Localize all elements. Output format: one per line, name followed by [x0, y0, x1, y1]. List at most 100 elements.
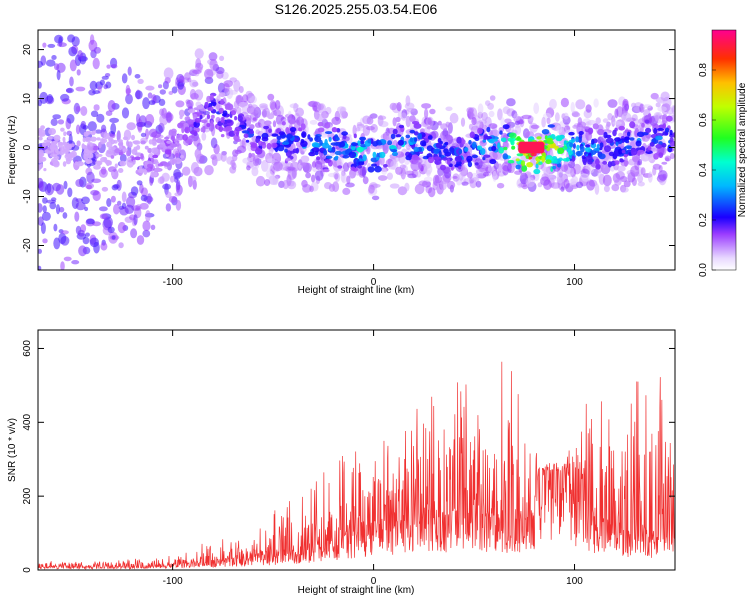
- heatmap-blob: [156, 138, 163, 144]
- heatmap-blob: [269, 100, 276, 110]
- heatmap-blob: [621, 187, 629, 193]
- heatmap-blob: [511, 145, 516, 150]
- heatmap-blob: [206, 114, 211, 120]
- heatmap-blob: [153, 159, 159, 164]
- heatmap-blob: [642, 104, 652, 109]
- heatmap-blob: [249, 104, 259, 116]
- heatmap-blob: [560, 97, 570, 108]
- top-y-tick-label: 20: [22, 44, 33, 56]
- heatmap-blob: [230, 159, 236, 167]
- heatmap-blob: [106, 149, 115, 155]
- heatmap-blob: [498, 147, 505, 154]
- heatmap-blob: [164, 136, 170, 140]
- heatmap-blob: [268, 128, 272, 133]
- heatmap-blob: [88, 89, 96, 96]
- bottom-axis-ticks: -100 0 100 0 200 400 600: [22, 330, 675, 587]
- heatmap-blob: [335, 155, 339, 160]
- heatmap-blob: [515, 137, 522, 141]
- heatmap-blob: [497, 142, 501, 149]
- heatmap-blob: [49, 201, 57, 210]
- heatmap-blob: [389, 183, 400, 189]
- heatmap-blob: [497, 163, 503, 173]
- top-x-tick-label: 0: [371, 277, 377, 288]
- heatmap-blob: [660, 91, 670, 102]
- heatmap-blob: [134, 90, 143, 100]
- top-plot-frame: [37, 29, 676, 271]
- heatmap-blob: [224, 103, 229, 110]
- heatmap-blob: [316, 156, 321, 161]
- heatmap-blob: [665, 115, 673, 122]
- heatmap-blob: [99, 206, 108, 212]
- heatmap-blob: [664, 155, 672, 162]
- top-y-tick-label: 0: [22, 144, 33, 150]
- heatmap-blob: [546, 117, 551, 125]
- heatmap-blob: [379, 155, 385, 166]
- heatmap-blob: [106, 162, 110, 167]
- heatmap-blob: [669, 152, 675, 160]
- heatmap-blob: [57, 119, 65, 125]
- heatmap-blob: [597, 128, 605, 136]
- heatmap-blob: [210, 120, 214, 127]
- heatmap-peak: [518, 141, 545, 154]
- heatmap-blob: [499, 130, 503, 135]
- heatmap-blob: [317, 103, 326, 114]
- heatmap-blob: [367, 138, 372, 144]
- top-y-tick-label: -10: [22, 189, 33, 204]
- heatmap-blob: [356, 122, 363, 127]
- bottom-x-tick-label: 0: [371, 576, 377, 587]
- heatmap-blob: [346, 175, 351, 185]
- heatmap-blob: [341, 131, 348, 136]
- heatmap-blob: [159, 142, 166, 148]
- heatmap-blob: [158, 84, 163, 89]
- heatmap-blob: [176, 133, 185, 141]
- heatmap-blob: [614, 179, 622, 186]
- heatmap-blob: [276, 135, 282, 141]
- heatmap-blob: [637, 174, 644, 183]
- heatmap-blob: [111, 184, 119, 191]
- heatmap-blob: [133, 140, 141, 145]
- heatmap-blob: [614, 108, 619, 119]
- heatmap-blob: [555, 135, 563, 142]
- heatmap-blob: [611, 115, 616, 127]
- heatmap-blob: [502, 124, 510, 130]
- heatmap-blob: [63, 256, 72, 262]
- heatmap-blob: [61, 230, 69, 235]
- heatmap-blob: [486, 126, 491, 133]
- heatmap-blob: [150, 224, 156, 230]
- colorbar-tick-label: 0.4: [698, 163, 709, 177]
- heatmap-blob: [211, 114, 215, 119]
- heatmap-blob: [96, 137, 101, 141]
- heatmap-blob: [96, 113, 105, 123]
- heatmap-blob: [621, 112, 632, 121]
- heatmap-blob: [521, 165, 528, 172]
- heatmap-blob: [631, 177, 637, 187]
- heatmap-blob: [515, 158, 520, 162]
- heatmap-blob: [467, 171, 473, 179]
- heatmap-blob: [641, 122, 645, 128]
- heatmap-blob: [98, 141, 102, 149]
- heatmap-blob: [330, 142, 339, 146]
- heatmap-blob: [252, 117, 257, 121]
- heatmap-blob: [84, 136, 92, 143]
- heatmap-blob: [273, 161, 283, 172]
- heatmap-blob: [521, 114, 532, 120]
- heatmap-blob: [650, 92, 659, 100]
- heatmap-blob: [368, 114, 374, 120]
- heatmap-blob: [210, 101, 217, 107]
- heatmap-blob: [131, 134, 135, 141]
- heatmap-blob: [596, 143, 600, 150]
- heatmap-blob: [572, 143, 576, 149]
- heatmap-blob: [645, 127, 652, 133]
- heatmap-blob: [140, 194, 148, 202]
- heatmap-blob: [386, 172, 393, 180]
- heatmap-blob: [362, 176, 369, 185]
- heatmap-blob: [233, 100, 240, 109]
- heatmap-blob: [78, 245, 87, 257]
- heatmap-blobs: [38, 34, 675, 270]
- heatmap-blob: [483, 136, 487, 140]
- heatmap-blob: [355, 127, 361, 132]
- heatmap-blob: [460, 117, 466, 127]
- heatmap-blob: [218, 107, 224, 114]
- heatmap-blob: [179, 115, 183, 120]
- heatmap-blob: [193, 136, 201, 147]
